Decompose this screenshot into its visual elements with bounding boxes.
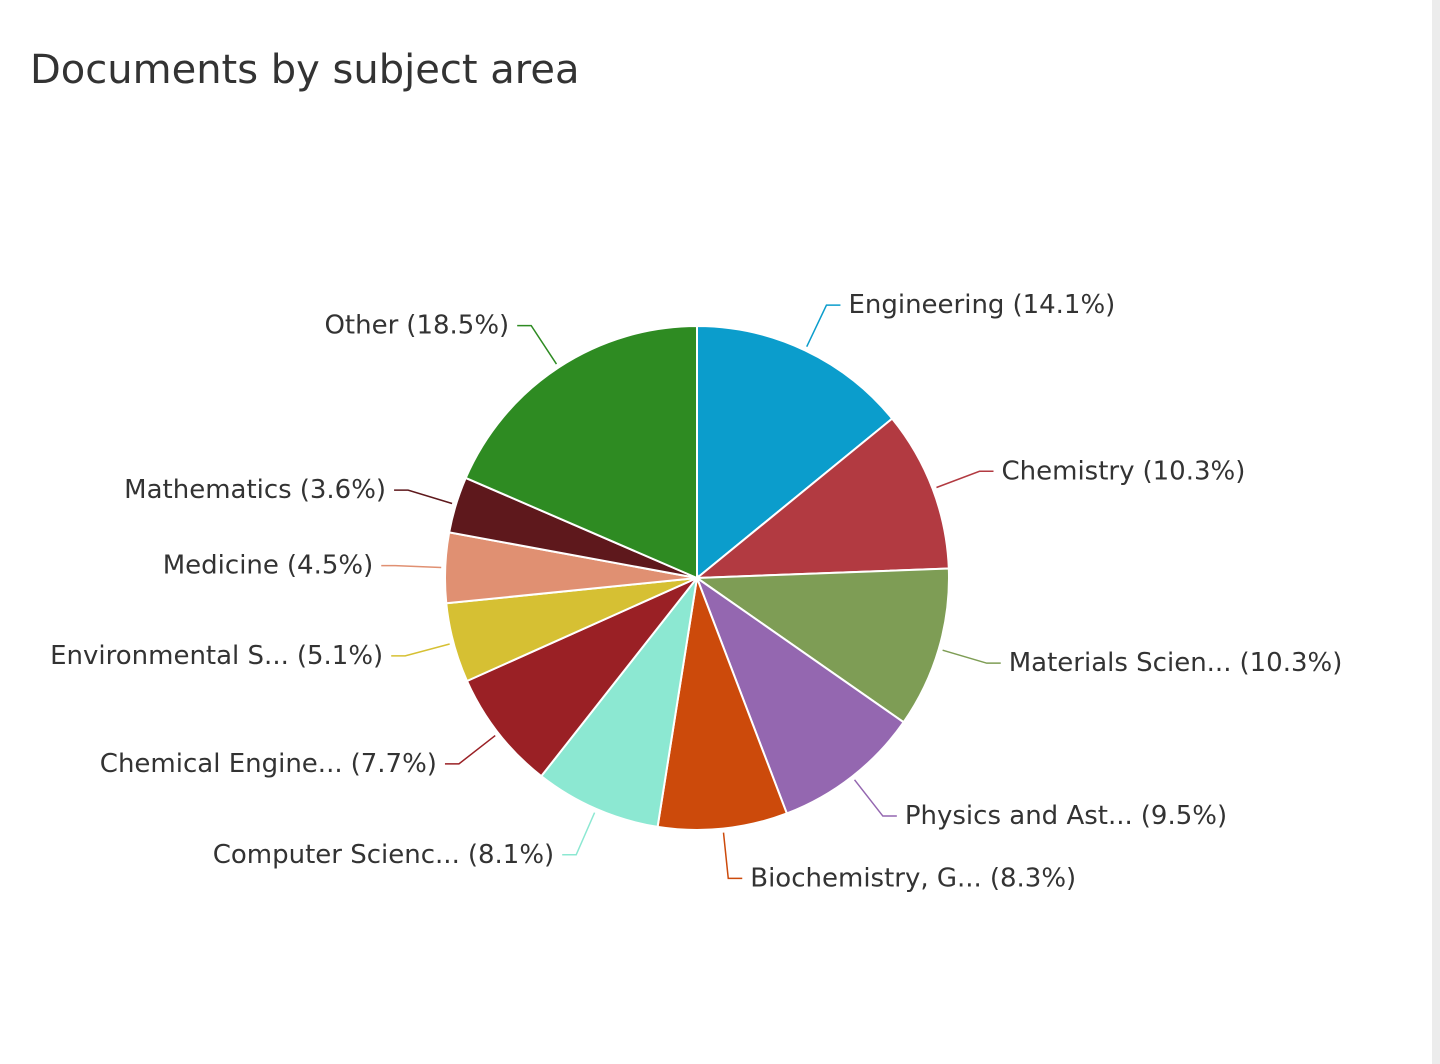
category-label: Chemistry [1002, 456, 1135, 486]
category-label: Physics and Ast... [905, 801, 1133, 831]
data-label: Mathematics (3.6%) [124, 475, 386, 505]
leader-line [391, 643, 450, 657]
category-label: Materials Scien... [1009, 648, 1232, 678]
data-label: Physics and Ast... (9.5%) [905, 801, 1227, 831]
value-label: (14.1%) [1012, 290, 1115, 320]
category-label: Chemical Engine... [100, 748, 343, 778]
value-label: (18.5%) [406, 310, 509, 340]
data-label: Computer Scienc... (8.1%) [213, 839, 554, 869]
data-label: Chemical Engine... (7.7%) [100, 748, 437, 778]
category-label: Medicine [163, 550, 279, 580]
category-label: Biochemistry, G... [750, 863, 982, 893]
pie-slice [694, 417, 950, 580]
pie-slice [656, 574, 789, 831]
scrollbar-edge [1432, 0, 1440, 1064]
pie-slice [696, 324, 894, 581]
leader-line [806, 304, 841, 348]
leader-line [942, 649, 1001, 664]
value-label: (7.7%) [351, 748, 437, 778]
value-label: (10.3%) [1143, 456, 1246, 486]
data-label: Medicine (4.5%) [163, 550, 374, 580]
value-label: (3.6%) [300, 475, 386, 505]
pie-slice [465, 577, 698, 778]
leader-line [381, 564, 442, 569]
leader-line [444, 734, 496, 765]
leader-line [722, 832, 743, 880]
data-label: Engineering (14.1%) [848, 290, 1115, 320]
category-label: Environmental S... [50, 640, 289, 670]
leader-line [936, 470, 994, 489]
chart-title: Documents by subject area [30, 47, 579, 93]
data-label: Biochemistry, G... (8.3%) [750, 863, 1076, 893]
leader-line [853, 779, 897, 817]
data-label: Materials Scien... (10.3%) [1009, 648, 1343, 678]
category-label: Other [324, 310, 398, 340]
value-label: (9.5%) [1141, 801, 1227, 831]
leader-line [517, 324, 558, 365]
category-label: Computer Scienc... [213, 839, 460, 869]
data-label: Other (18.5%) [324, 310, 509, 340]
pie-slice [539, 574, 699, 829]
value-label: (8.3%) [990, 863, 1076, 893]
value-label: (8.1%) [468, 839, 554, 869]
pie-slice [694, 575, 906, 815]
leader-line [562, 812, 596, 856]
value-label: (10.3%) [1239, 648, 1342, 678]
category-label: Mathematics [124, 475, 292, 505]
value-label: (5.1%) [297, 640, 383, 670]
pie-slice [693, 567, 950, 724]
category-label: Engineering [848, 290, 1004, 320]
pie-slice [464, 324, 698, 580]
data-label: Environmental S... (5.1%) [50, 640, 383, 670]
value-label: (4.5%) [287, 550, 373, 580]
leader-line [394, 489, 453, 505]
data-label: Chemistry (10.3%) [1002, 456, 1246, 486]
